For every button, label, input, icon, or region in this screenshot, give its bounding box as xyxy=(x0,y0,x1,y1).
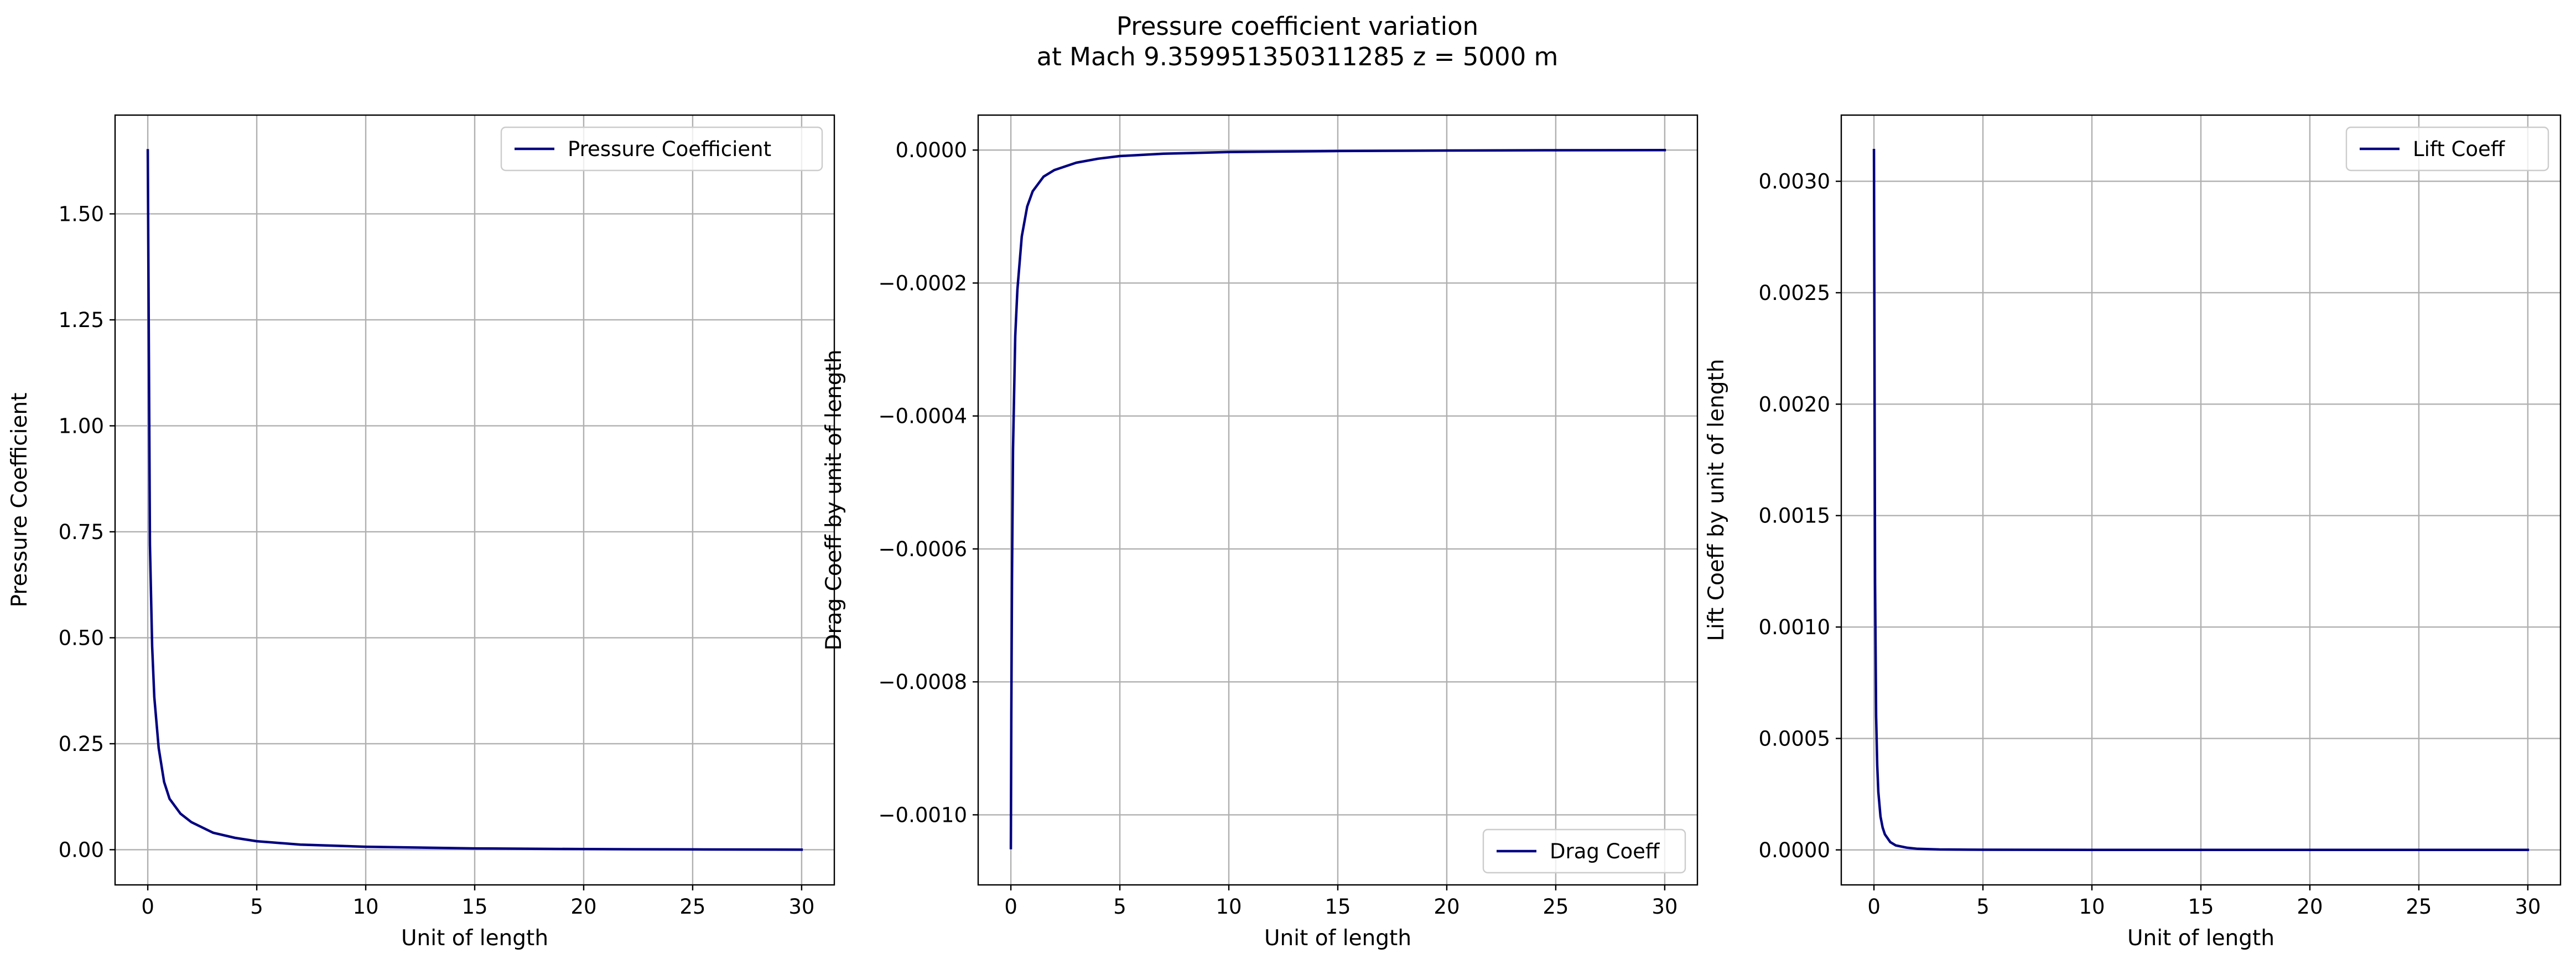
y-tick-label: 0.0020 xyxy=(1759,392,1830,416)
x-tick-label: 30 xyxy=(788,895,814,919)
y-tick-label: −0.0002 xyxy=(879,271,967,295)
y-tick-label: 1.50 xyxy=(59,202,104,226)
x-tick-label: 5 xyxy=(1976,895,1990,919)
legend-box xyxy=(500,126,823,172)
y-tick-label: 0.0005 xyxy=(1759,727,1830,750)
figure-suptitle-line1: Pressure coefficient variation xyxy=(1116,12,1478,41)
y-tick-label: −0.0008 xyxy=(879,670,967,694)
x-tick-label: 25 xyxy=(679,895,705,919)
legend-label: Pressure Coefficient xyxy=(568,137,771,161)
x-tick-label: 10 xyxy=(352,895,378,919)
y-tick-label: 0.0015 xyxy=(1759,504,1830,528)
subplot-2: 0 5 10 15 20 25 30 −0.0010 −0.0008 −0.0006 −0.0004… xyxy=(822,114,1699,951)
y-tick-label: −0.0010 xyxy=(879,803,967,827)
subplot-1: 0 5 10 15 20 25 30 0.00 0.25 0.50 0.75 1.00 1.25 1.50… xyxy=(7,114,835,951)
x-tick-label: 5 xyxy=(250,895,263,919)
legend: Drag Coeff xyxy=(1482,828,1686,874)
x-tick-label: 10 xyxy=(1216,895,1242,919)
grid xyxy=(115,115,834,885)
x-axis-label: Unit of length xyxy=(401,926,548,951)
legend-box xyxy=(1482,828,1686,874)
x-tick-label: 25 xyxy=(2406,895,2432,919)
legend-label: Drag Coeff xyxy=(1550,840,1660,863)
x-tick-label: 30 xyxy=(2515,895,2541,919)
y-tick-label: 0.0025 xyxy=(1759,281,1830,305)
x-tick-label: 15 xyxy=(461,895,487,919)
legend-box xyxy=(2345,126,2549,172)
x-tick-label: 15 xyxy=(1325,895,1351,919)
y-tick-label: 0.0000 xyxy=(896,138,967,162)
legend-label: Lift Coeff xyxy=(2413,137,2506,161)
y-axis-label: Pressure Coefficient xyxy=(7,392,32,607)
series-line xyxy=(146,149,803,851)
y-tick-label: 0.75 xyxy=(59,520,104,544)
legend: Lift Coeff xyxy=(2345,126,2549,172)
x-tick-label: 0 xyxy=(1004,895,1017,919)
x-tick-label: 20 xyxy=(1434,895,1460,919)
x-tick-label: 20 xyxy=(2297,895,2323,919)
x-tick-label: 0 xyxy=(141,895,154,919)
series-line xyxy=(1872,148,2530,852)
y-tick-label: −0.0006 xyxy=(879,537,967,561)
y-axis-label: Drag Coeff by unit of length xyxy=(822,350,846,651)
y-tick-label: 1.00 xyxy=(59,414,104,438)
y-tick-label: 0.0030 xyxy=(1759,170,1830,194)
legend: Pressure Coefficient xyxy=(500,126,823,172)
subplot-3: 0 5 10 15 20 25 30 0.0000 0.0005 0.0010 0.0015 0.00… xyxy=(1704,114,2562,951)
x-tick-label: 25 xyxy=(1543,895,1569,919)
x-axis-label: Unit of length xyxy=(2127,926,2274,951)
y-tick-label: −0.0004 xyxy=(879,405,967,428)
figure-suptitle-line2: at Mach 9.359951350311285 z = 5000 m xyxy=(1037,42,1559,71)
x-tick-label: 5 xyxy=(1113,895,1126,919)
subplots: 0 5 10 15 20 25 30 0.00 0.25 0.50 0.75 1.00 1.25 1.50… xyxy=(7,114,2562,951)
x-tick-label: 0 xyxy=(1867,895,1881,919)
y-axis-label: Lift Coeff by unit of length xyxy=(1704,359,1729,641)
x-axis-label: Unit of length xyxy=(1264,926,1411,951)
y-tick-label: 0.25 xyxy=(59,732,104,756)
series-line xyxy=(1009,148,1666,849)
y-tick-label: 1.25 xyxy=(59,308,104,332)
x-tick-label: 15 xyxy=(2188,895,2214,919)
x-tick-label: 30 xyxy=(1651,895,1677,919)
x-tick-label: 20 xyxy=(570,895,596,919)
y-tick-label: 0.0010 xyxy=(1759,615,1830,639)
y-tick-label: 0.00 xyxy=(59,838,104,862)
y-tick-label: 0.0000 xyxy=(1759,838,1830,862)
y-tick-label: 0.50 xyxy=(59,626,104,650)
x-tick-label: 10 xyxy=(2079,895,2105,919)
